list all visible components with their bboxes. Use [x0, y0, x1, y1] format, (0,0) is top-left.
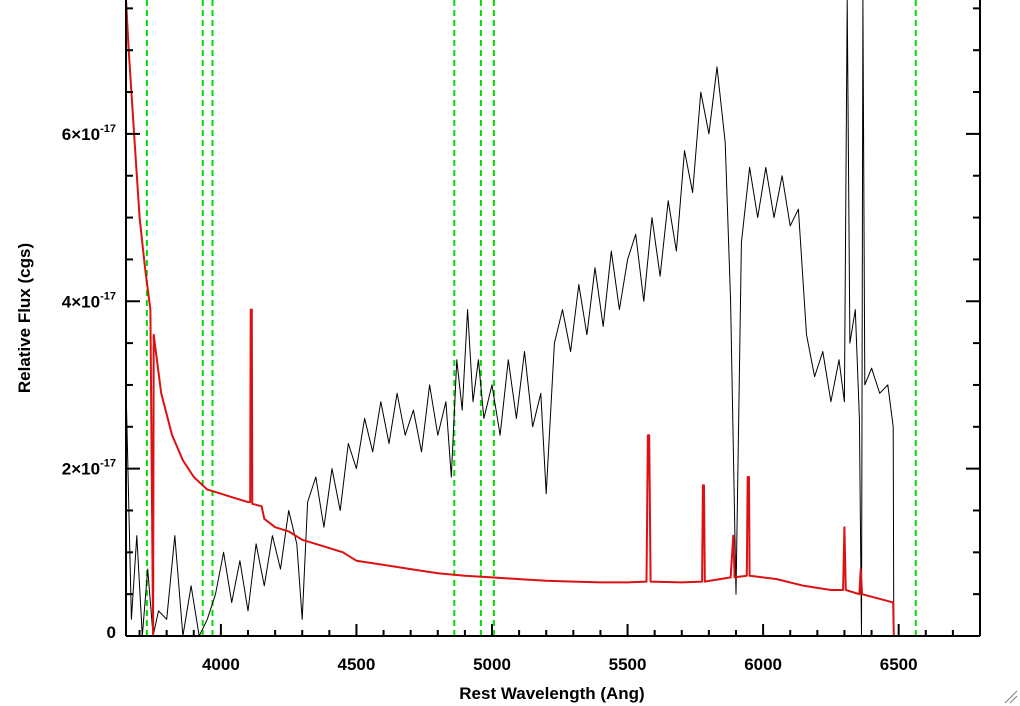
- y-tick-label: 0: [107, 623, 116, 642]
- x-tick-label: 4500: [338, 655, 376, 674]
- y-axis-ticks: 0 2×10-17 4×10-17 6×10-17: [62, 7, 980, 642]
- x-axis-ticks: 4000 4500 5000 5500 6000 6500: [138, 624, 981, 674]
- emission-line-markers: [145, 0, 917, 636]
- x-tick-label: 6500: [880, 655, 918, 674]
- x-tick-label: 5000: [473, 655, 511, 674]
- y-tick-label: 6×10-17: [62, 123, 116, 144]
- x-tick-label: 4000: [202, 655, 240, 674]
- y-tick-label: 4×10-17: [62, 290, 116, 311]
- x-axis-label: Rest Wavelength (Ang): [459, 684, 644, 703]
- spectrum-series: [126, 0, 980, 636]
- y-tick-label: 2×10-17: [62, 458, 116, 479]
- black-spectrum-line: [126, 0, 980, 636]
- x-tick-label: 5500: [609, 655, 647, 674]
- resize-grip-icon[interactable]: [1004, 690, 1018, 704]
- plot-frame: [125, 0, 981, 637]
- red-spectrum-line: [126, 0, 980, 636]
- y-axis-label: Relative Flux (cgs): [15, 243, 34, 393]
- x-tick-label: 6000: [744, 655, 782, 674]
